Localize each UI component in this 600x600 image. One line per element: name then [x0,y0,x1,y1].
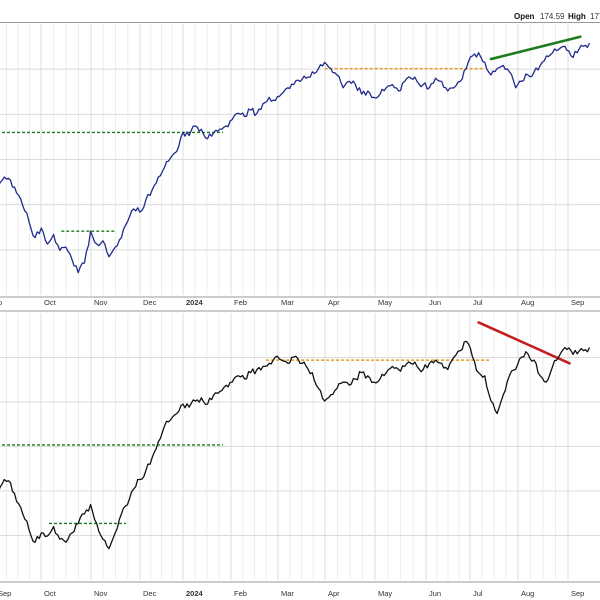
x-tick-label: Oct [44,589,57,598]
x-tick-label: Aug [521,298,534,307]
x-tick-label: Nov [94,298,108,307]
x-tick-label: Sep [571,298,584,307]
lower-tick-labels: Sep Oct Nov Dec 2024 Feb Mar Apr May Jun Jul Aug Sep [0,589,584,598]
x-tick-label: Apr [328,589,340,598]
upper-tick-labels: p Oct Nov Dec 2024 Feb Mar Apr May Jun Jul Aug Sep [0,298,584,307]
x-tick-label: Aug [521,589,534,598]
x-tick-label: Oct [44,298,57,307]
lower-panel [0,311,600,600]
open-value: 174.59 [540,12,565,21]
x-tick-label: 2024 [186,589,204,598]
x-tick-label: 2024 [186,298,204,307]
x-tick-label: Mar [281,589,294,598]
x-tick-label: Feb [234,589,247,598]
x-tick-label: Jun [429,298,441,307]
red-trendline [477,321,571,365]
lower-series [0,340,591,550]
x-tick-label: May [378,298,392,307]
upper-panel [0,0,600,297]
x-tick-label: Sep [0,589,11,598]
x-tick-label: Mar [281,298,294,307]
x-tick-label: Jul [473,298,483,307]
x-tick-label: p [0,298,2,307]
x-tick-label: Dec [143,298,157,307]
green-trendline [489,35,582,61]
open-label: Open [514,12,535,21]
upper-annotations [0,35,582,232]
x-tick-label: Nov [94,589,108,598]
high-label: High [568,12,586,21]
upper-gridlines [0,24,600,295]
x-tick-label: May [378,589,392,598]
x-tick-label: Sep [571,589,584,598]
upper-price-line [0,42,591,274]
x-tick-label: Jun [429,589,441,598]
x-tick-label: Apr [328,298,340,307]
x-tick-label: Dec [143,589,157,598]
high-value: 177 [590,12,600,21]
x-tick-label: Jul [473,589,483,598]
lower-price-line [0,340,591,550]
x-tick-label: Feb [234,298,247,307]
lower-gridlines [0,313,600,580]
upper-series [0,42,591,274]
